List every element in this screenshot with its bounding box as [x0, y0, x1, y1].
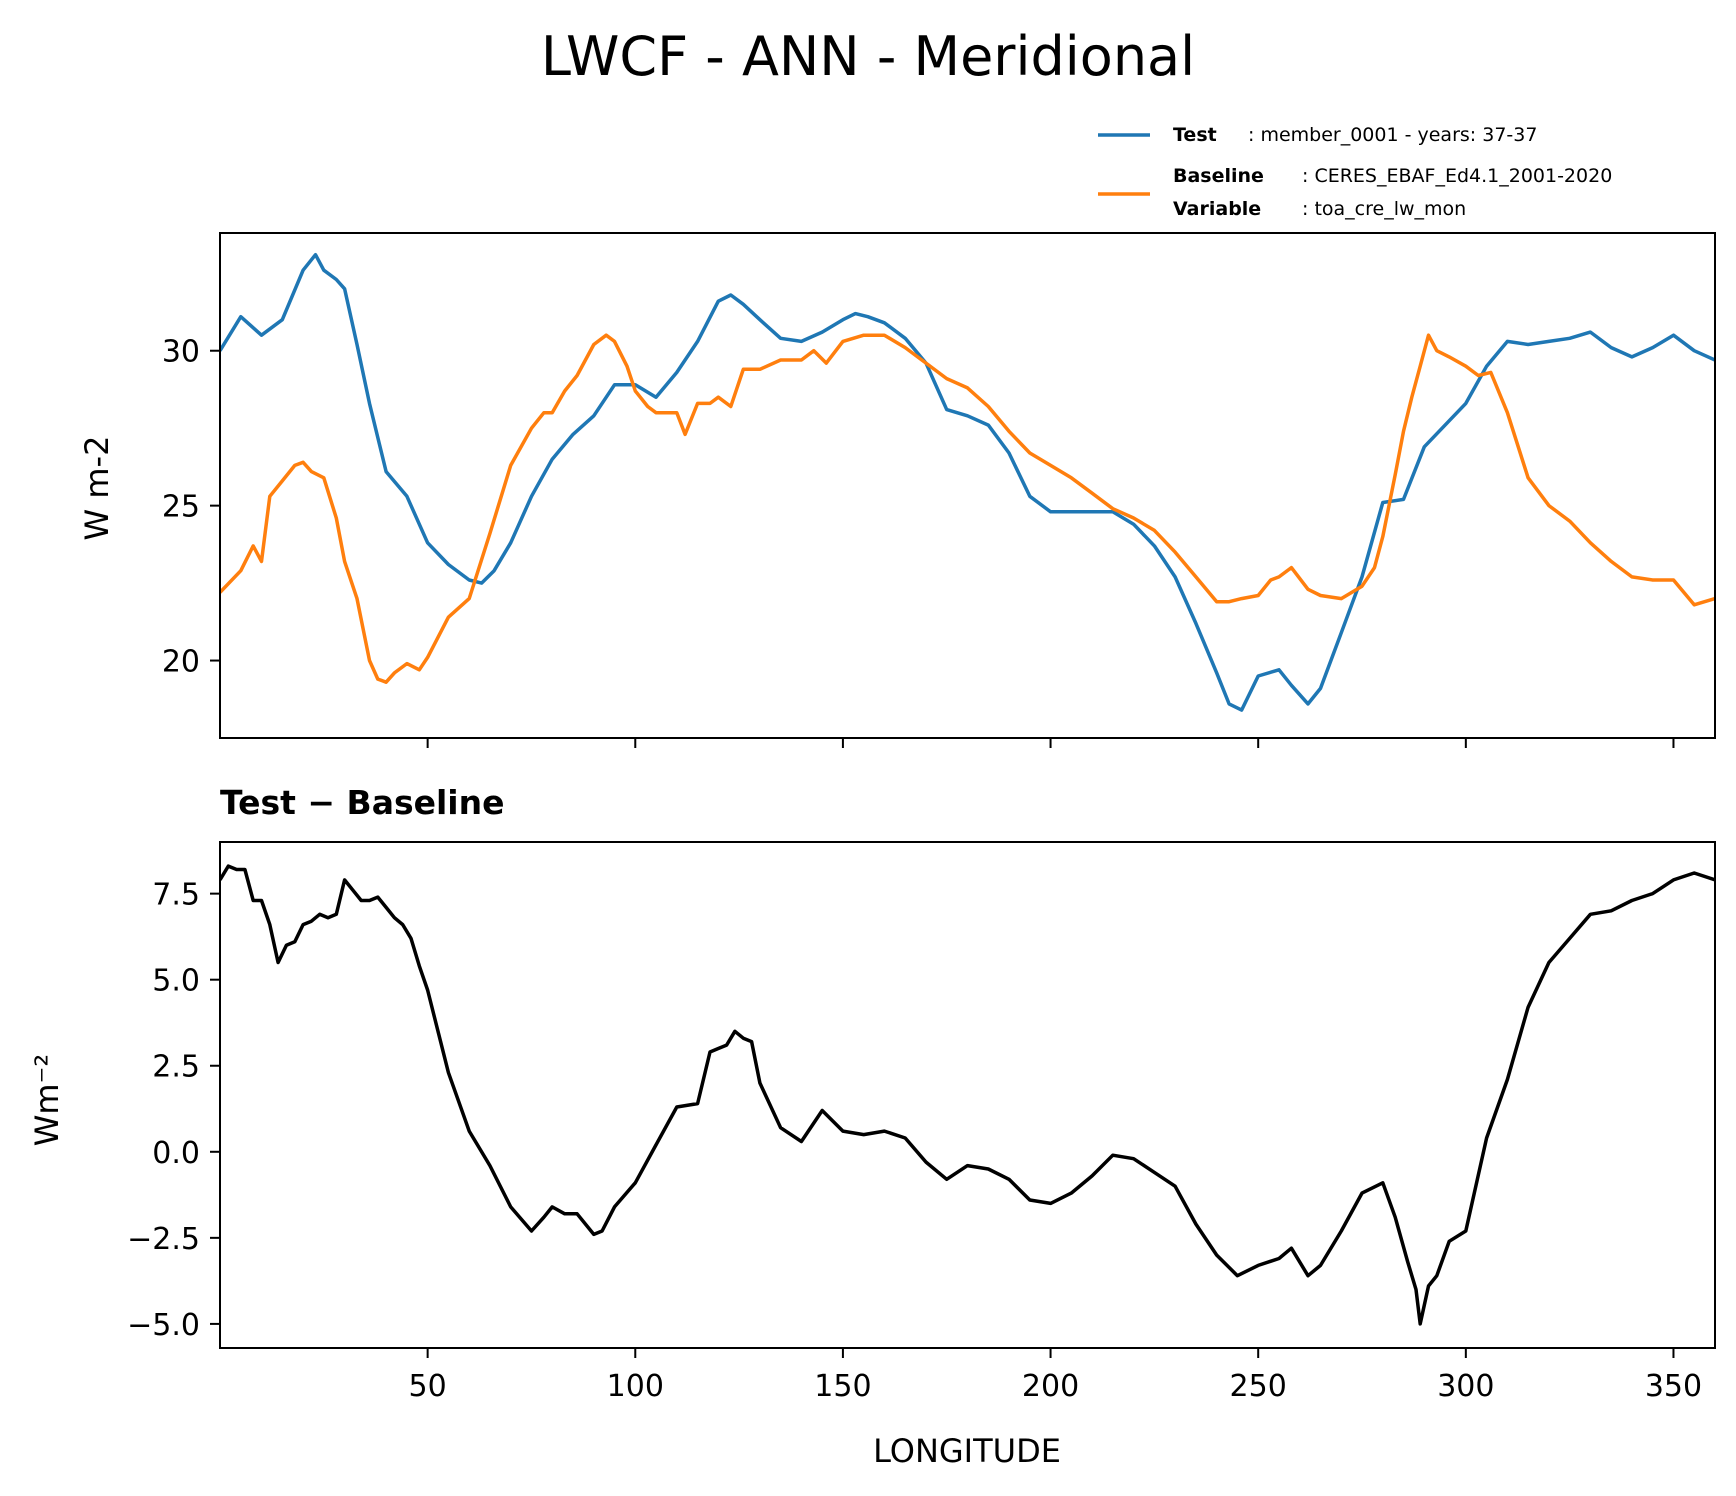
top-series-line-baseline	[220, 333, 1715, 684]
bottom-ytick-label: 0.0	[152, 1136, 200, 1171]
top-panel: 20 25 30	[162, 232, 1716, 748]
legend: Test : member_0001 - years: 37-37 Baseli…	[1098, 124, 1612, 220]
legend-baseline-text: : CERES_EBAF_Ed4.1_2001-2020	[1302, 165, 1612, 187]
top-ylabel: W m-2	[78, 436, 116, 541]
bottom-series-line-test-baseline	[220, 864, 1715, 1326]
top-series-line-test	[220, 252, 1715, 712]
bottom-ytick-label: 2.5	[152, 1050, 200, 1085]
bottom-xtick-label: 300	[1437, 1369, 1494, 1404]
legend-baseline-key: Baseline	[1173, 165, 1264, 187]
bottom-xtick-label: 250	[1230, 1369, 1287, 1404]
bottom-ytick-label: 5.0	[152, 964, 200, 999]
bottom-xtick-label: 150	[814, 1369, 871, 1404]
top-ytick-label: 25	[162, 490, 200, 525]
top-ytick-label: 20	[162, 645, 200, 680]
bottom-ylabel: Wm⁻²	[28, 1054, 66, 1147]
bottom-ytick-label: 7.5	[152, 878, 200, 913]
diff-panel-title: Test − Baseline	[220, 783, 505, 822]
bottom-ytick-label: −2.5	[127, 1222, 200, 1257]
bottom-panel: 50 100 150 200 250 300 350 −5.0 −2.5 0.0 2.5 5.0 7.5	[127, 841, 1716, 1404]
bottom-xtick-label: 350	[1645, 1369, 1702, 1404]
bottom-xtick-label: 200	[1022, 1369, 1079, 1404]
top-ytick-label: 30	[162, 335, 200, 370]
legend-test-key: Test	[1173, 124, 1217, 146]
figure-title: LWCF - ANN - Meridional	[541, 25, 1195, 88]
bottom-xtick-label: 50	[409, 1369, 447, 1404]
legend-test-text: : member_0001 - years: 37-37	[1248, 124, 1537, 146]
bottom-xtick-label: 100	[607, 1369, 664, 1404]
bottom-ytick-label: −5.0	[127, 1308, 200, 1343]
top-axes-frame	[219, 232, 1716, 739]
legend-variable-text: : toa_cre_lw_mon	[1302, 198, 1466, 220]
legend-variable-key: Variable	[1173, 198, 1261, 220]
bottom-axes-frame	[219, 841, 1716, 1349]
bottom-xlabel: LONGITUDE	[873, 1432, 1061, 1470]
